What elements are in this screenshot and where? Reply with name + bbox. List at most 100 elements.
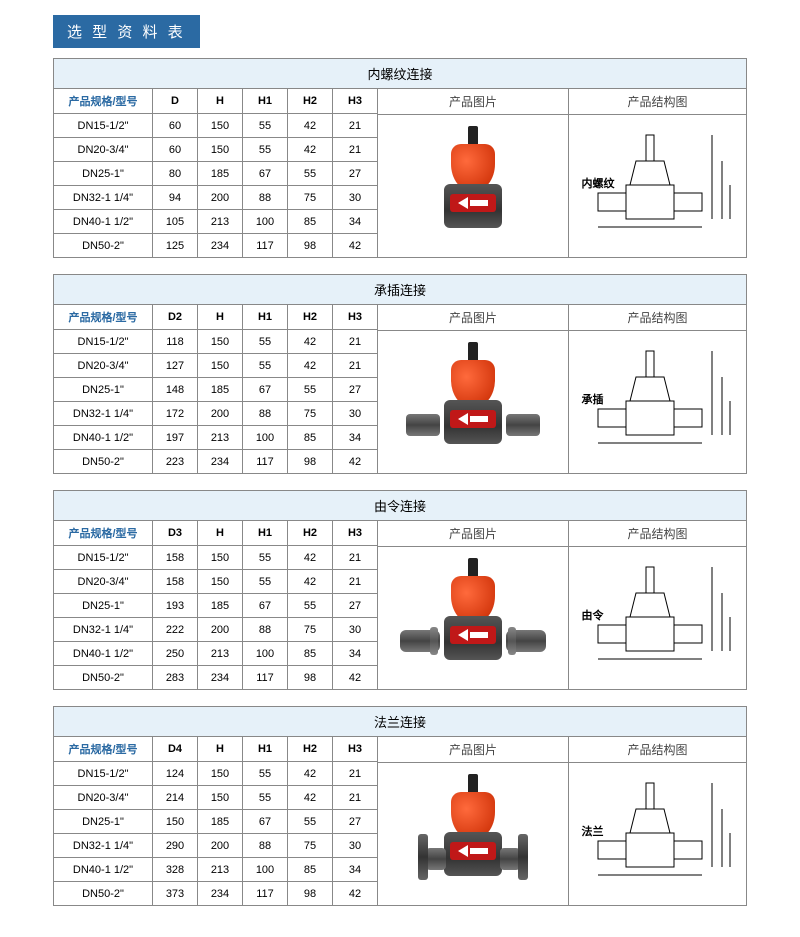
- value-cell: 30: [333, 834, 378, 858]
- model-header: 产品规格/型号: [54, 521, 153, 546]
- dim-header: H3: [333, 89, 378, 114]
- spec-table: 产品规格/型号 D2HH1H2H3 DN15-1/2" 118 150 55 4…: [54, 305, 378, 473]
- value-cell: 234: [198, 882, 243, 906]
- model-cell: DN50-2": [54, 882, 153, 906]
- product-image-column: 产品图片: [378, 89, 569, 257]
- structure-diagram: 由令: [578, 561, 738, 676]
- value-cell: 21: [333, 570, 378, 594]
- value-cell: 200: [198, 402, 243, 426]
- table-row: DN32-1 1/4" 290 200 88 75 30: [54, 834, 378, 858]
- section-title: 承插连接: [54, 275, 746, 305]
- value-cell: 42: [333, 450, 378, 474]
- model-cell: DN40-1 1/2": [54, 858, 153, 882]
- value-cell: 222: [153, 618, 198, 642]
- diagram-label: 承插: [582, 391, 604, 407]
- dim-header: D4: [153, 737, 198, 762]
- product-image-column: 产品图片: [378, 737, 569, 905]
- value-cell: 42: [333, 666, 378, 690]
- model-cell: DN32-1 1/4": [54, 402, 153, 426]
- value-cell: 150: [198, 330, 243, 354]
- value-cell: 105: [153, 210, 198, 234]
- value-cell: 328: [153, 858, 198, 882]
- value-cell: 21: [333, 546, 378, 570]
- value-cell: 42: [288, 354, 333, 378]
- value-cell: 42: [288, 114, 333, 138]
- value-cell: 34: [333, 210, 378, 234]
- value-cell: 75: [288, 402, 333, 426]
- spec-section: 内螺纹连接 产品规格/型号 DHH1H2H3 DN15-1/2" 60 150 …: [53, 58, 747, 258]
- value-cell: 185: [198, 162, 243, 186]
- structure-diagram-column: 产品结构图 内螺纹: [569, 89, 746, 257]
- structure-header: 产品结构图: [569, 737, 746, 763]
- value-cell: 34: [333, 858, 378, 882]
- table-row: DN40-1 1/2" 197 213 100 85 34: [54, 426, 378, 450]
- table-row: DN25-1" 148 185 67 55 27: [54, 378, 378, 402]
- dim-header: H3: [333, 305, 378, 330]
- model-cell: DN40-1 1/2": [54, 426, 153, 450]
- value-cell: 55: [288, 162, 333, 186]
- model-cell: DN50-2": [54, 234, 153, 258]
- value-cell: 200: [198, 186, 243, 210]
- model-cell: DN40-1 1/2": [54, 642, 153, 666]
- table-row: DN50-2" 373 234 117 98 42: [54, 882, 378, 906]
- value-cell: 150: [198, 138, 243, 162]
- spec-table: 产品规格/型号 D4HH1H2H3 DN15-1/2" 124 150 55 4…: [54, 737, 378, 905]
- structure-diagram: 内螺纹: [578, 129, 738, 244]
- value-cell: 193: [153, 594, 198, 618]
- dim-header: H1: [243, 305, 288, 330]
- spec-section: 承插连接 产品规格/型号 D2HH1H2H3 DN15-1/2" 118 150…: [53, 274, 747, 474]
- table-row: DN32-1 1/4" 222 200 88 75 30: [54, 618, 378, 642]
- section-title: 法兰连接: [54, 707, 746, 737]
- value-cell: 42: [288, 570, 333, 594]
- dim-header: H: [198, 89, 243, 114]
- value-cell: 55: [243, 570, 288, 594]
- value-cell: 185: [198, 378, 243, 402]
- value-cell: 60: [153, 138, 198, 162]
- model-cell: DN15-1/2": [54, 330, 153, 354]
- value-cell: 55: [243, 114, 288, 138]
- value-cell: 213: [198, 426, 243, 450]
- model-cell: DN15-1/2": [54, 546, 153, 570]
- model-cell: DN50-2": [54, 666, 153, 690]
- flow-arrow-icon: [450, 626, 496, 644]
- model-cell: DN15-1/2": [54, 114, 153, 138]
- model-cell: DN25-1": [54, 810, 153, 834]
- value-cell: 185: [198, 594, 243, 618]
- value-cell: 55: [243, 762, 288, 786]
- value-cell: 117: [243, 234, 288, 258]
- dim-header: H1: [243, 737, 288, 762]
- diagram-label: 由令: [582, 607, 604, 623]
- value-cell: 21: [333, 354, 378, 378]
- value-cell: 213: [198, 858, 243, 882]
- section-title: 内螺纹连接: [54, 59, 746, 89]
- table-row: DN20-3/4" 127 150 55 42 21: [54, 354, 378, 378]
- diagram-label: 法兰: [582, 823, 604, 839]
- table-row: DN25-1" 150 185 67 55 27: [54, 810, 378, 834]
- spec-section: 由令连接 产品规格/型号 D3HH1H2H3 DN15-1/2" 158 150…: [53, 490, 747, 690]
- value-cell: 88: [243, 834, 288, 858]
- table-row: DN40-1 1/2" 250 213 100 85 34: [54, 642, 378, 666]
- dim-header: H1: [243, 89, 288, 114]
- value-cell: 55: [243, 786, 288, 810]
- value-cell: 34: [333, 642, 378, 666]
- dim-header: H1: [243, 521, 288, 546]
- value-cell: 27: [333, 594, 378, 618]
- structure-diagram-column: 产品结构图 法兰: [569, 737, 746, 905]
- value-cell: 75: [288, 834, 333, 858]
- model-cell: DN20-3/4": [54, 138, 153, 162]
- value-cell: 85: [288, 426, 333, 450]
- value-cell: 214: [153, 786, 198, 810]
- table-row: DN32-1 1/4" 94 200 88 75 30: [54, 186, 378, 210]
- table-row: DN50-2" 283 234 117 98 42: [54, 666, 378, 690]
- value-cell: 34: [333, 426, 378, 450]
- table-row: DN20-3/4" 214 150 55 42 21: [54, 786, 378, 810]
- structure-diagram-column: 产品结构图 承插: [569, 305, 746, 473]
- model-cell: DN25-1": [54, 594, 153, 618]
- value-cell: 55: [288, 810, 333, 834]
- table-row: DN25-1" 80 185 67 55 27: [54, 162, 378, 186]
- page-title-badge: 选 型 资 料 表: [53, 15, 200, 48]
- value-cell: 124: [153, 762, 198, 786]
- value-cell: 85: [288, 858, 333, 882]
- value-cell: 94: [153, 186, 198, 210]
- model-cell: DN50-2": [54, 450, 153, 474]
